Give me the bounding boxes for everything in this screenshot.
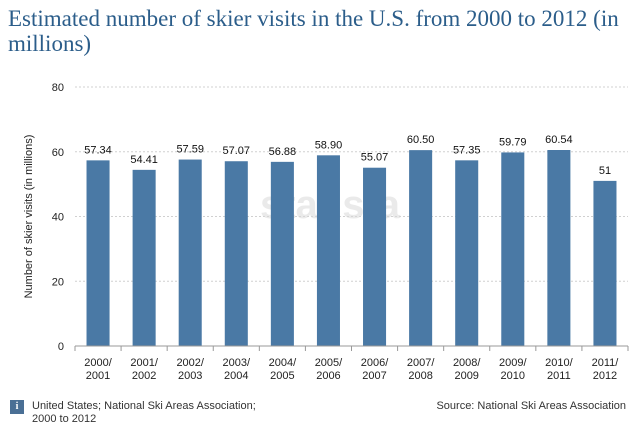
value-labels: 57.34 54.41 57.59 57.07 56.88 58.90 55.07 60.50… bbox=[84, 134, 611, 177]
x-axis-ticks: 2000/2001 2001/2002 2002/2003 2003/2004 2004… bbox=[74, 346, 629, 382]
x-tick-label: 2006/2007 bbox=[361, 357, 389, 382]
x-tick-label: 2002/2003 bbox=[176, 357, 204, 382]
footer-source: Source: National Ski Areas Association bbox=[436, 400, 626, 412]
x-tick-label: 2001/2002 bbox=[130, 357, 158, 382]
bar[interactable] bbox=[316, 155, 340, 346]
y-tick-label: 20 bbox=[52, 276, 64, 288]
bar[interactable] bbox=[363, 167, 387, 346]
bar[interactable] bbox=[593, 180, 617, 346]
chart-title: Estimated number of skier visits in the … bbox=[8, 6, 619, 56]
bar-value-label: 56.88 bbox=[269, 146, 297, 158]
bar[interactable] bbox=[270, 161, 294, 346]
bar-value-label: 60.54 bbox=[545, 134, 573, 146]
y-tick-label: 80 bbox=[52, 82, 64, 94]
bars bbox=[86, 150, 617, 346]
gridlines bbox=[75, 86, 628, 282]
x-tick-label: 2003/2004 bbox=[223, 357, 251, 382]
bar[interactable] bbox=[547, 150, 571, 346]
bar[interactable] bbox=[455, 160, 479, 346]
x-tick-label: 2009/2010 bbox=[499, 357, 527, 382]
bar-value-label: 60.50 bbox=[407, 134, 435, 146]
x-tick-label: 2007/2008 bbox=[407, 357, 435, 382]
bar-value-label: 55.07 bbox=[361, 152, 389, 164]
y-tick-label: 60 bbox=[52, 147, 64, 159]
bar[interactable] bbox=[132, 169, 156, 346]
x-tick-label: 2005/2006 bbox=[315, 357, 343, 382]
bar-value-label: 58.90 bbox=[315, 139, 343, 151]
bar-value-label: 57.07 bbox=[223, 145, 251, 157]
bar[interactable] bbox=[409, 150, 433, 346]
x-tick-label: 2000/2001 bbox=[84, 357, 112, 382]
bar[interactable] bbox=[178, 159, 202, 346]
info-icon[interactable]: i bbox=[10, 400, 24, 414]
bar-value-label: 59.79 bbox=[499, 136, 527, 148]
footer-note-text: United States; National Ski Areas Associ… bbox=[32, 400, 256, 425]
y-tick-label: 0 bbox=[58, 341, 64, 353]
bar[interactable] bbox=[224, 161, 248, 346]
x-tick-label: 2010/2011 bbox=[545, 357, 573, 382]
y-axis-ticks: 0 20 40 60 80 bbox=[52, 82, 64, 353]
footer-note: i United States; National Ski Areas Asso… bbox=[10, 400, 272, 426]
bar-value-label: 54.41 bbox=[130, 154, 158, 166]
bar-value-label: 57.59 bbox=[176, 144, 204, 156]
bar-value-label: 57.34 bbox=[84, 144, 112, 156]
bar[interactable] bbox=[86, 160, 110, 346]
bar-value-label: 57.35 bbox=[453, 144, 481, 156]
bar-value-label: 51 bbox=[599, 165, 611, 177]
y-axis-label: Number of skier visits (in millions) bbox=[23, 135, 35, 299]
bar[interactable] bbox=[501, 152, 525, 346]
y-tick-label: 40 bbox=[52, 212, 64, 224]
x-tick-label: 2008/2009 bbox=[453, 357, 481, 382]
x-tick-label: 2011/2012 bbox=[592, 357, 620, 382]
x-tick-label: 2004/2005 bbox=[269, 357, 297, 382]
